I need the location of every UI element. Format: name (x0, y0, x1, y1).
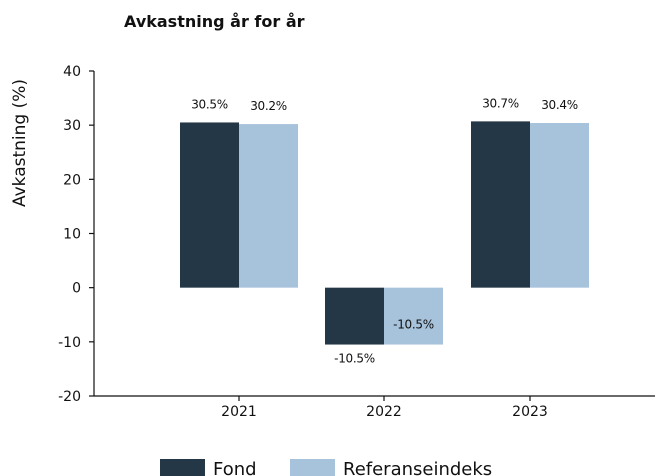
legend-swatch-fond (160, 459, 205, 476)
y-tick-label: 10 (63, 227, 81, 243)
y-tick-label: 30 (63, 118, 81, 134)
data-label: -10.5% (334, 352, 375, 366)
bar-fond-2021 (180, 122, 239, 288)
legend-label-fond: Fond (213, 459, 257, 476)
data-label: 30.7% (482, 96, 519, 110)
y-axis-label: Avkastning (%) (10, 79, 30, 207)
legend: Fond Referanseindeks (160, 459, 492, 476)
bar-referanseindeks-2023 (530, 123, 589, 288)
y-tick-label: 40 (63, 64, 81, 80)
y-tick-label: -20 (58, 389, 81, 405)
bar-referanseindeks-2021 (239, 124, 298, 288)
data-label: 30.4% (541, 98, 578, 112)
data-labels: 30.5% 30.2% -10.5% -10.5% 30.7% 30.4% (191, 96, 578, 365)
x-tick-label: 2022 (366, 404, 402, 420)
data-label: 30.5% (191, 97, 228, 111)
data-label: -10.5% (393, 318, 434, 332)
x-tick-label: 2021 (221, 404, 257, 420)
bar-fond-2022 (325, 287, 384, 345)
legend-swatch-referanseindeks (290, 459, 335, 476)
y-tick-label: -10 (58, 335, 81, 351)
bars (180, 121, 589, 345)
legend-label-referanseindeks: Referanseindeks (343, 459, 492, 476)
y-tick-label: 0 (72, 281, 81, 297)
x-tick-labels: 2021 2022 2023 (221, 396, 548, 420)
y-tick-label: 20 (63, 172, 81, 188)
axes: -20 -10 0 10 20 30 40 (58, 64, 655, 405)
data-label: 30.2% (250, 99, 287, 113)
bar-referanseindeks-2022 (384, 287, 443, 345)
x-tick-label: 2023 (512, 404, 548, 420)
chart-title: Avkastning år for år (124, 12, 305, 31)
bar-fond-2023 (471, 121, 530, 288)
